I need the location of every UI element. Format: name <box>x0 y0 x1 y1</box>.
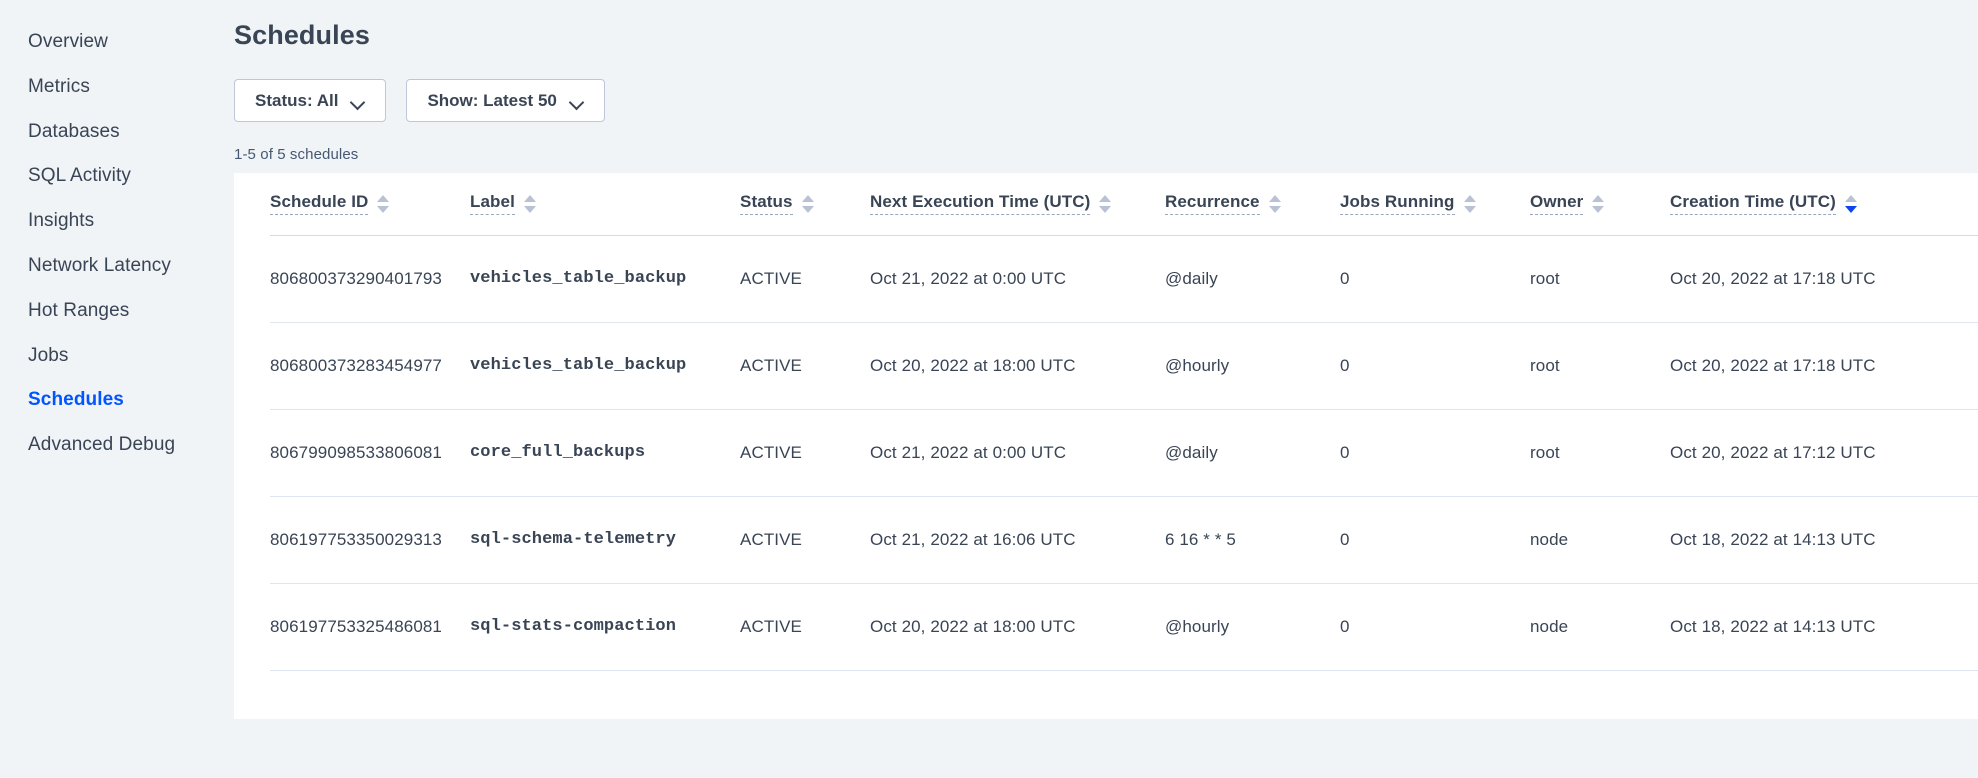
filter-bar: Status: All Show: Latest 50 <box>234 79 1978 122</box>
column-label: Jobs Running <box>1340 192 1455 216</box>
cell-status: ACTIVE <box>740 409 870 497</box>
cell-label: sql-stats-compaction <box>470 583 740 671</box>
sort-toggle-icon[interactable] <box>523 192 537 216</box>
result-count: 1-5 of 5 schedules <box>234 146 359 163</box>
sidebar-item-jobs[interactable]: Jobs <box>28 344 69 366</box>
schedules-table-card: Schedule ID Label <box>234 173 1978 719</box>
cell-schedule-id: 806197753325486081 <box>270 583 470 671</box>
cell-schedule-id: 806800373290401793 <box>270 235 470 323</box>
schedules-table: Schedule ID Label <box>270 173 1978 671</box>
column-header-recurrence[interactable]: Recurrence <box>1165 173 1340 236</box>
sidebar-item-advanced-debug[interactable]: Advanced Debug <box>28 434 176 456</box>
table-row[interactable]: 806197753325486081 sql-stats-compaction … <box>270 583 1978 671</box>
cell-creation-time: Oct 18, 2022 at 14:13 UTC <box>1670 583 1978 671</box>
column-header-jobs-running[interactable]: Jobs Running <box>1340 173 1530 236</box>
cell-schedule-id: 806800373283454977 <box>270 322 470 410</box>
cell-creation-time: Oct 20, 2022 at 17:18 UTC <box>1670 322 1978 410</box>
cell-next-execution: Oct 21, 2022 at 0:00 UTC <box>870 235 1165 323</box>
sort-toggle-icon[interactable] <box>1591 192 1605 216</box>
cell-schedule-id: 806799098533806081 <box>270 409 470 497</box>
status-filter-dropdown[interactable]: Status: All <box>234 79 387 122</box>
cell-creation-time: Oct 20, 2022 at 17:18 UTC <box>1670 235 1978 323</box>
cell-next-execution: Oct 20, 2022 at 18:00 UTC <box>870 583 1165 671</box>
column-header-schedule-id[interactable]: Schedule ID <box>270 173 470 236</box>
sort-toggle-icon-active[interactable] <box>1844 192 1858 216</box>
table-header: Schedule ID Label <box>270 173 1978 236</box>
sidebar-item-schedules[interactable]: Schedules <box>28 389 124 411</box>
column-header-next-execution-time[interactable]: Next Execution Time (UTC) <box>870 173 1165 236</box>
sidebar-item-sql-activity[interactable]: SQL Activity <box>28 165 131 187</box>
cell-owner: root <box>1530 322 1670 410</box>
cell-status: ACTIVE <box>740 235 870 323</box>
column-label: Creation Time (UTC) <box>1670 192 1836 216</box>
sort-toggle-icon[interactable] <box>376 192 390 216</box>
cell-owner: node <box>1530 583 1670 671</box>
show-filter-label: Show: Latest 50 <box>427 90 557 110</box>
cell-owner: root <box>1530 235 1670 323</box>
sidebar-navigation: Overview Metrics Databases SQL Activity … <box>0 0 234 778</box>
cell-status: ACTIVE <box>740 583 870 671</box>
column-label: Label <box>470 192 515 216</box>
sidebar-item-insights[interactable]: Insights <box>28 210 95 232</box>
cell-jobs-running: 0 <box>1340 496 1530 584</box>
table-body: 806800373290401793 vehicles_table_backup… <box>270 235 1978 671</box>
cell-label: sql-schema-telemetry <box>470 496 740 584</box>
column-label: Next Execution Time (UTC) <box>870 192 1091 216</box>
table-row[interactable]: 806799098533806081 core_full_backups ACT… <box>270 409 1978 497</box>
cell-owner: node <box>1530 496 1670 584</box>
sidebar-item-databases[interactable]: Databases <box>28 120 120 142</box>
cell-next-execution: Oct 21, 2022 at 16:06 UTC <box>870 496 1165 584</box>
table-bottom-spacer <box>270 671 1948 689</box>
sort-toggle-icon[interactable] <box>1098 192 1112 216</box>
chevron-down-icon <box>571 97 584 105</box>
cell-status: ACTIVE <box>740 322 870 410</box>
cell-recurrence: @hourly <box>1165 322 1340 410</box>
cell-next-execution: Oct 21, 2022 at 0:00 UTC <box>870 409 1165 497</box>
cell-owner: root <box>1530 409 1670 497</box>
cell-jobs-running: 0 <box>1340 583 1530 671</box>
cell-status: ACTIVE <box>740 496 870 584</box>
sidebar-item-metrics[interactable]: Metrics <box>28 75 90 97</box>
show-filter-dropdown[interactable]: Show: Latest 50 <box>406 79 605 122</box>
sidebar-item-overview[interactable]: Overview <box>28 31 108 52</box>
cell-creation-time: Oct 18, 2022 at 14:13 UTC <box>1670 496 1978 584</box>
cell-recurrence: @hourly <box>1165 583 1340 671</box>
cell-recurrence: @daily <box>1165 409 1340 497</box>
table-row[interactable]: 806800373290401793 vehicles_table_backup… <box>270 235 1978 323</box>
sort-toggle-icon[interactable] <box>801 192 815 216</box>
sidebar-item-network-latency[interactable]: Network Latency <box>28 254 172 276</box>
sort-toggle-icon[interactable] <box>1463 192 1477 216</box>
column-label: Owner <box>1530 192 1584 216</box>
status-filter-label: Status: All <box>255 90 339 110</box>
table-row[interactable]: 806197753350029313 sql-schema-telemetry … <box>270 496 1978 584</box>
cell-creation-time: Oct 20, 2022 at 17:12 UTC <box>1670 409 1978 497</box>
chevron-down-icon <box>352 97 365 105</box>
column-label: Recurrence <box>1165 192 1260 216</box>
sidebar-item-hot-ranges[interactable]: Hot Ranges <box>28 299 130 321</box>
cell-label: core_full_backups <box>470 409 740 497</box>
column-header-owner[interactable]: Owner <box>1530 173 1670 236</box>
column-label: Schedule ID <box>270 192 369 216</box>
column-header-label[interactable]: Label <box>470 173 740 236</box>
column-label: Status <box>740 192 793 216</box>
table-header-row: Schedule ID Label <box>270 173 1978 236</box>
main-content: Schedules Status: All Show: Latest 50 1-… <box>234 0 1978 778</box>
cell-label: vehicles_table_backup <box>470 235 740 323</box>
cell-schedule-id: 806197753350029313 <box>270 496 470 584</box>
column-header-status[interactable]: Status <box>740 173 870 236</box>
cell-jobs-running: 0 <box>1340 409 1530 497</box>
cell-jobs-running: 0 <box>1340 322 1530 410</box>
cell-recurrence: 6 16 * * 5 <box>1165 496 1340 584</box>
sort-toggle-icon[interactable] <box>1268 192 1282 216</box>
table-row[interactable]: 806800373283454977 vehicles_table_backup… <box>270 322 1978 410</box>
cell-jobs-running: 0 <box>1340 235 1530 323</box>
cell-next-execution: Oct 20, 2022 at 18:00 UTC <box>870 322 1165 410</box>
page-title: Schedules <box>234 20 370 50</box>
column-header-creation-time[interactable]: Creation Time (UTC) <box>1670 173 1978 236</box>
cell-label: vehicles_table_backup <box>470 322 740 410</box>
cell-recurrence: @daily <box>1165 235 1340 323</box>
